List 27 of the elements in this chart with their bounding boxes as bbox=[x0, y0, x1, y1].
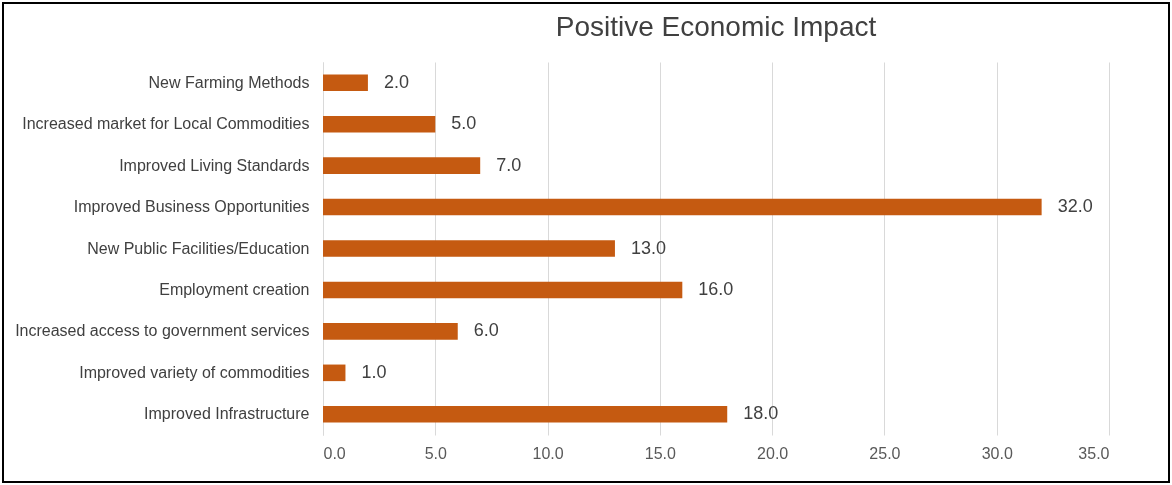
x-tick-label: 20.0 bbox=[757, 444, 789, 462]
y-tick-label: New Farming Methods bbox=[148, 73, 310, 91]
y-tick-label: New Public Facilities/Education bbox=[87, 239, 310, 257]
data-label: 32.0 bbox=[1057, 196, 1093, 217]
y-tick-label: Improved Living Standards bbox=[119, 156, 310, 174]
x-tick-label: 35.0 bbox=[1078, 444, 1110, 462]
x-tick-label: 15.0 bbox=[644, 444, 677, 462]
data-label: 7.0 bbox=[496, 154, 522, 175]
y-tick-label: Employment creation bbox=[159, 280, 310, 298]
x-tick-label: 30.0 bbox=[981, 444, 1013, 462]
y-tick-label: Increased market for Local Commodities bbox=[22, 115, 310, 133]
data-label: 18.0 bbox=[743, 403, 779, 424]
y-tick-label: Improved variety of commodities bbox=[79, 363, 310, 381]
data-label: 2.0 bbox=[383, 71, 409, 92]
data-label: 1.0 bbox=[361, 361, 387, 382]
data-label: 13.0 bbox=[630, 237, 666, 258]
data-label: 16.0 bbox=[698, 278, 734, 299]
data-label: 5.0 bbox=[451, 113, 477, 134]
data-label: 6.0 bbox=[473, 320, 499, 341]
chart-title: Positive Economic Impact bbox=[555, 11, 877, 42]
x-tick-label: 5.0 bbox=[424, 444, 447, 462]
x-tick-label: 25.0 bbox=[869, 444, 901, 462]
y-tick-label: Increased access to government services bbox=[15, 322, 310, 340]
x-tick-label: 0.0 bbox=[323, 444, 346, 462]
x-tick-label: 10.0 bbox=[532, 444, 564, 462]
y-tick-label: Improved Business Opportunities bbox=[73, 198, 310, 216]
y-tick-label: Improved Infrastructure bbox=[144, 405, 310, 423]
